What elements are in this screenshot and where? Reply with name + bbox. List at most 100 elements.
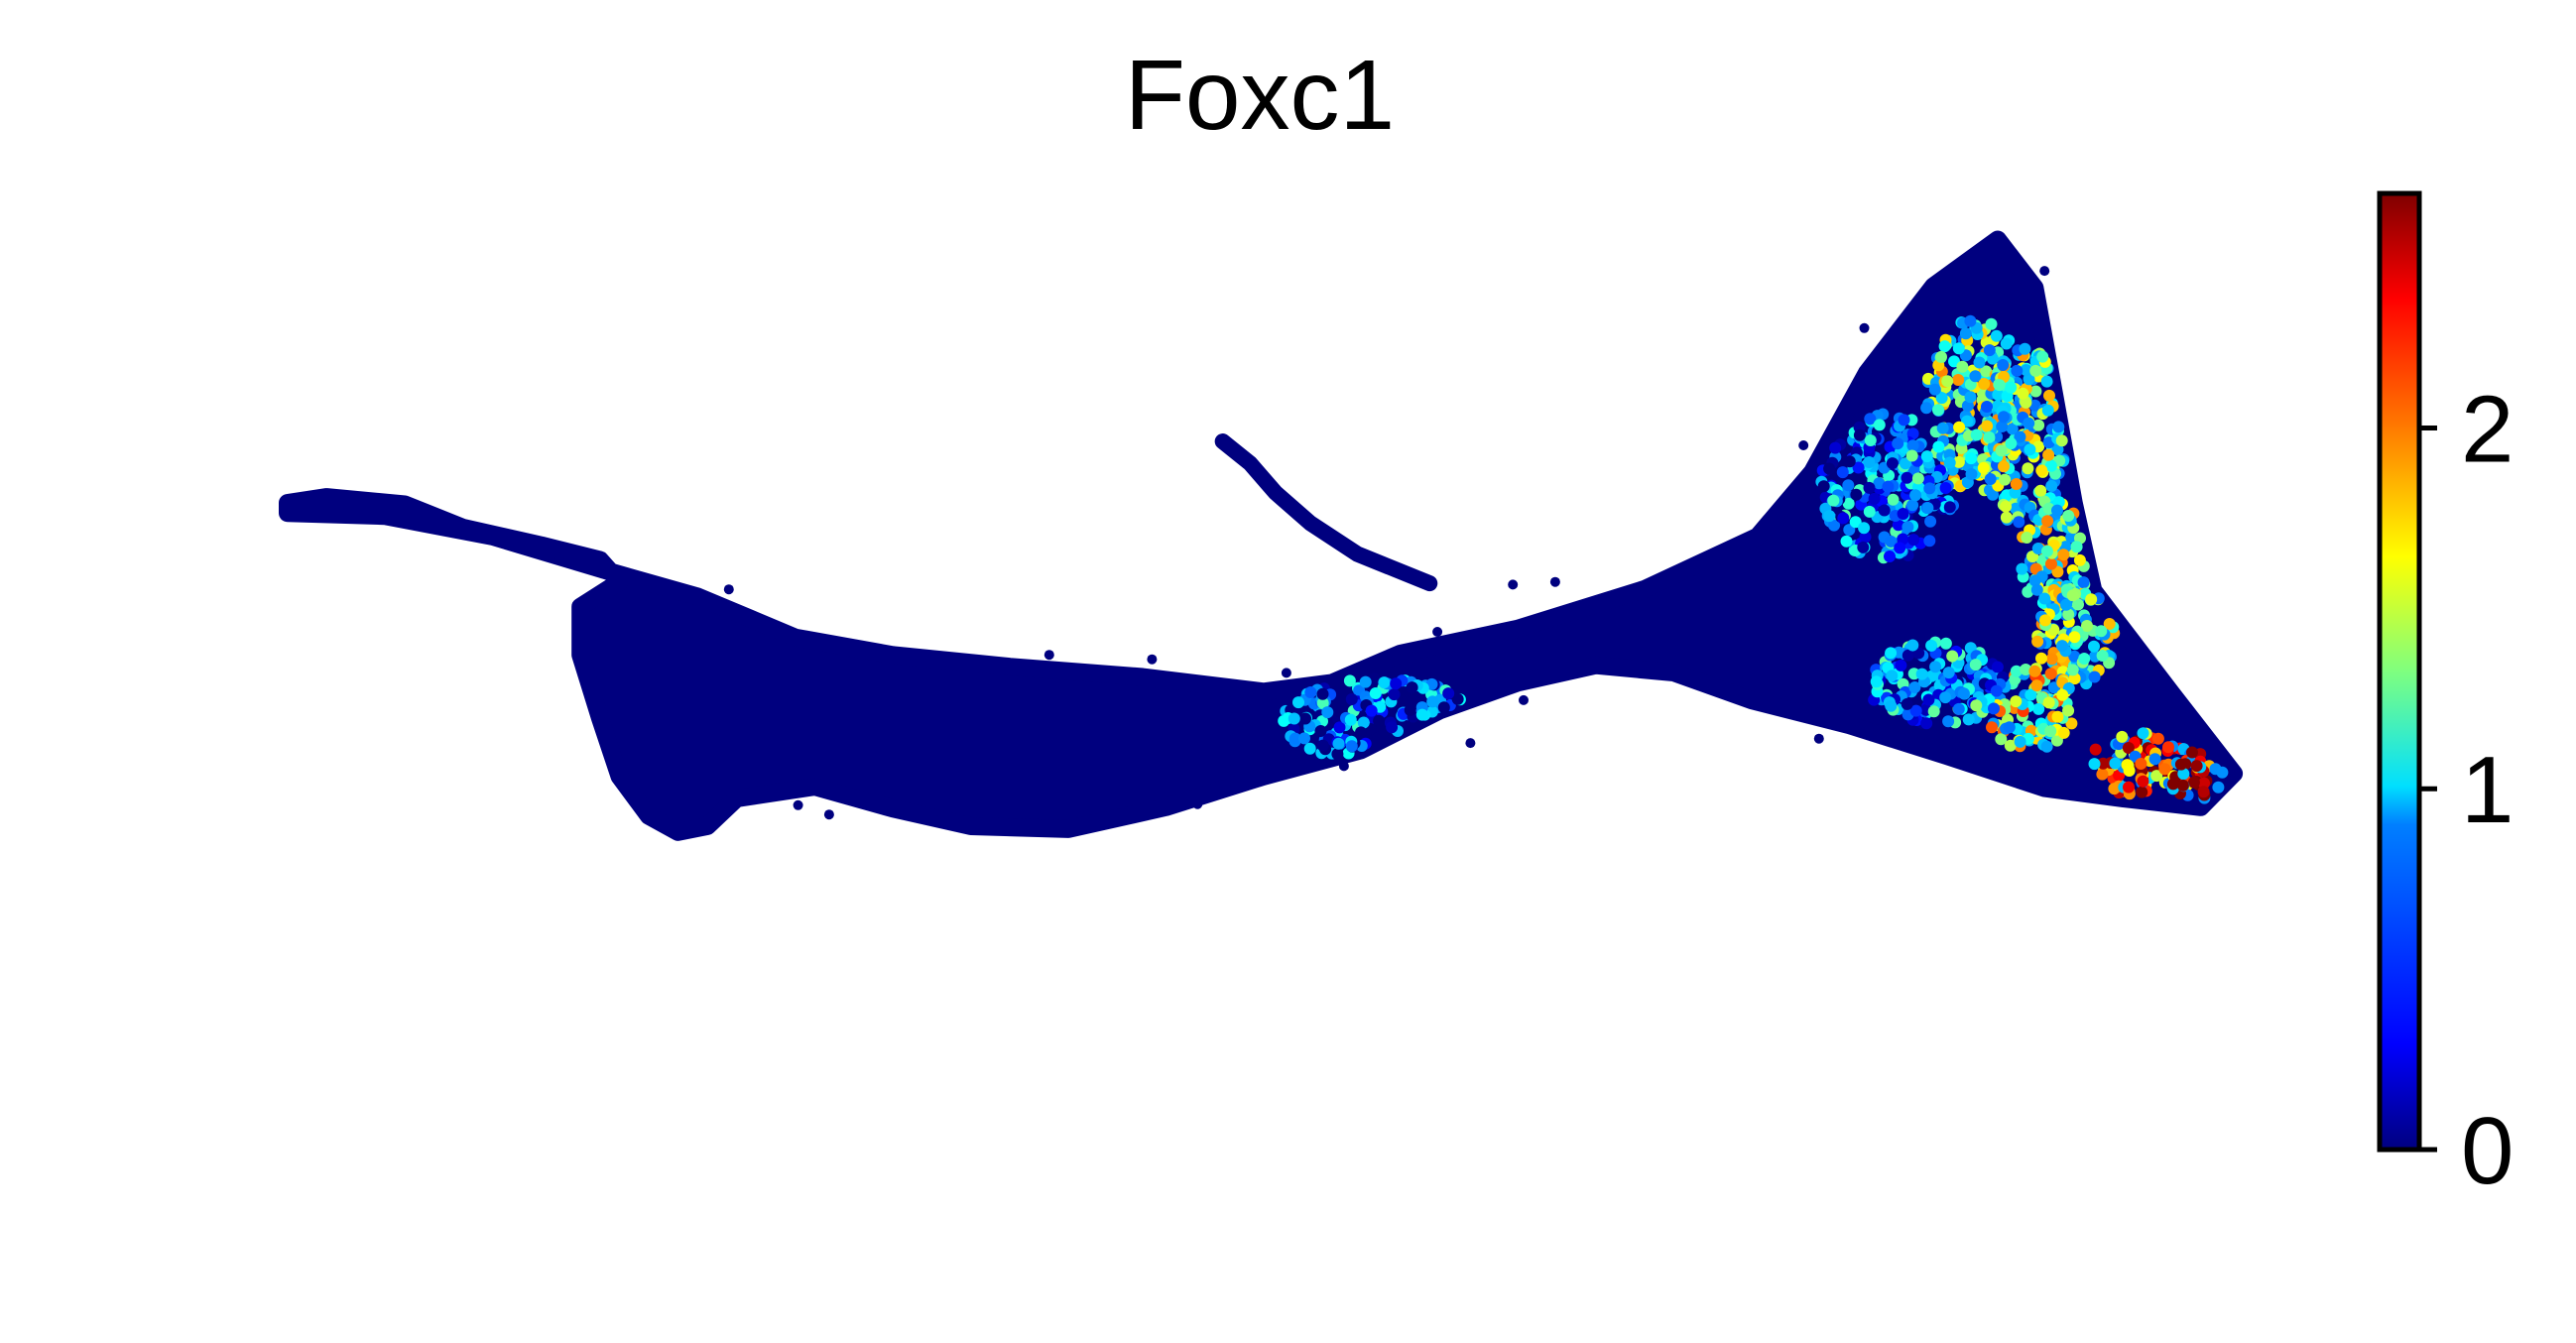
cell-point [2000, 337, 2013, 350]
cell-point [2137, 775, 2149, 788]
cell-point [1986, 721, 1998, 734]
cell-point [1980, 365, 1993, 378]
cell-point [1508, 579, 1519, 590]
cell-point [1836, 466, 1849, 479]
cell-point [2137, 727, 2149, 740]
cell-point [1316, 739, 1329, 752]
cell-point [2088, 758, 2101, 771]
cell-point [2081, 620, 2093, 632]
cell-point [1873, 477, 1886, 490]
cell-point [1304, 686, 1317, 698]
cell-point [1988, 702, 2000, 715]
cell-point [1906, 639, 1919, 652]
cell-point [2057, 549, 2070, 561]
cell-point [1519, 694, 1529, 705]
cell-point [1859, 531, 1872, 544]
cell-point [2042, 696, 2055, 709]
colorbar: 0 1 2 [2377, 190, 2514, 1204]
cell-point [2051, 504, 2063, 517]
cell-point [1823, 462, 1836, 475]
cell-point [1344, 713, 1357, 726]
cell-point [2031, 543, 2044, 554]
cell-point [2005, 381, 2018, 394]
cell-point [2038, 592, 2051, 605]
cell-point [1941, 375, 1954, 388]
cell-point [2176, 779, 2189, 792]
cell-point [1373, 714, 1386, 727]
cell-point [2073, 553, 2086, 566]
cell-point [2039, 266, 2050, 277]
cell-point [1842, 497, 1855, 510]
cell-point [1923, 535, 1936, 548]
cell-point [1985, 317, 1998, 330]
cell-point [2085, 593, 2098, 606]
cell-point [2177, 768, 2190, 781]
cell-point [1936, 422, 1949, 434]
cell-point [1973, 356, 1986, 369]
cell-point [1842, 479, 1855, 492]
cell-point [2174, 758, 2187, 771]
cell-point [793, 799, 803, 810]
cell-point [1969, 370, 1982, 383]
cell-point [1817, 480, 1830, 493]
cell-point [1934, 518, 1947, 531]
cell-point [1923, 482, 1936, 495]
cell-point [1043, 650, 1054, 661]
cell-point [1939, 482, 1952, 494]
cell-point [2062, 608, 2075, 621]
cell-point [2066, 589, 2079, 602]
cell-point [2020, 664, 2032, 675]
cell-point [2017, 387, 2029, 400]
cell-point [1939, 637, 1952, 650]
cell-point [1977, 461, 1990, 474]
cell-point [1932, 404, 1944, 417]
cell-point [2032, 702, 2045, 715]
cell-point [2056, 640, 2068, 653]
cell-point [1969, 659, 1982, 672]
cell-point [1355, 726, 1367, 739]
cell-point [1843, 455, 1856, 468]
cell-point [1952, 342, 1965, 355]
cell-point [2035, 652, 2047, 665]
cell-point [1953, 421, 1966, 433]
cell-point [1549, 576, 1560, 587]
cell-point [1952, 374, 1965, 386]
cell-point [1813, 733, 1824, 744]
cell-point [1990, 684, 2003, 697]
cell-point [1292, 696, 1304, 709]
cell-cloud-body [279, 230, 2244, 841]
cell-point [1415, 708, 1428, 721]
cell-point [2034, 484, 2047, 497]
cell-point [1894, 542, 1906, 554]
cell-point [2030, 583, 2043, 596]
cell-point [2040, 375, 2053, 388]
cell-point [2003, 721, 2016, 734]
cell-point [1864, 434, 1877, 446]
cell-point [2123, 765, 2136, 777]
cell-point [2023, 373, 2035, 386]
cell-point [1932, 440, 1945, 453]
cell-point [1943, 501, 1956, 514]
cell-point [2096, 650, 2109, 662]
cell-point [2041, 515, 2054, 528]
cell-point [1331, 748, 1344, 761]
cell-point [1915, 668, 1928, 680]
cell-point [2029, 364, 2042, 377]
cell-point [1943, 456, 1956, 469]
cell-point [1909, 489, 1922, 502]
cell-point [2045, 653, 2058, 666]
cell-point [2000, 511, 2013, 524]
cell-point [1952, 455, 1965, 468]
cell-point [2030, 679, 2043, 692]
cell-point [1884, 550, 1896, 562]
cell-point [2042, 448, 2055, 461]
cell-point [1870, 675, 1883, 688]
cell-point [2190, 760, 2203, 773]
cell-point [1388, 688, 1401, 701]
cell-point [2088, 671, 2101, 683]
cell-point [1998, 460, 2010, 473]
cell-point [1378, 676, 1391, 689]
cell-point [1809, 712, 1820, 723]
cell-point [1922, 693, 1935, 706]
cell-point [723, 584, 734, 595]
